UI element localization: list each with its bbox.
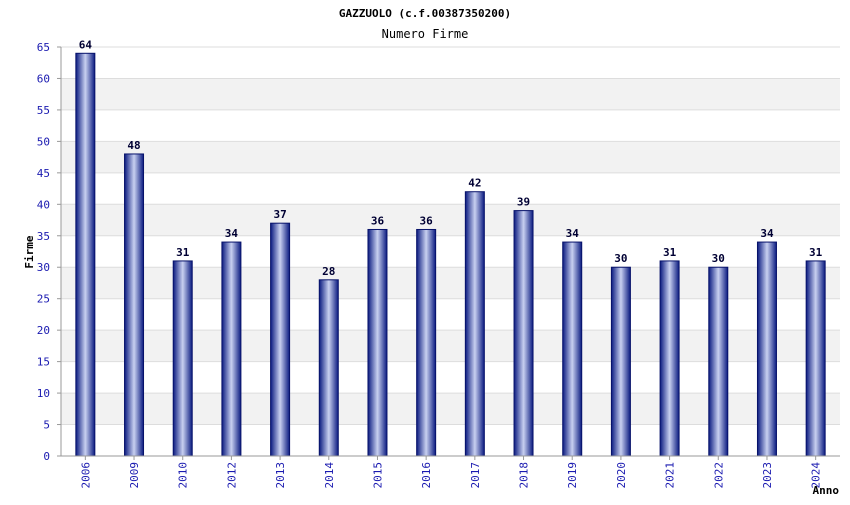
y-tick-label: 55: [37, 104, 50, 117]
data-label: 30: [614, 252, 627, 265]
bar: [708, 266, 729, 457]
x-tick-label: 2016: [420, 462, 433, 489]
data-label: 31: [663, 246, 677, 259]
data-label: 64: [79, 38, 93, 51]
y-tick-label: 15: [37, 356, 50, 369]
y-tick-label: 30: [37, 261, 50, 274]
x-tick-label: 2013: [274, 462, 287, 489]
data-label: 30: [712, 252, 725, 265]
data-label: 34: [760, 227, 774, 240]
x-tick-label: 2019: [566, 462, 579, 489]
bar: [75, 52, 96, 457]
data-label: 31: [176, 246, 190, 259]
x-tick-label: 2012: [225, 462, 238, 489]
data-label: 31: [809, 246, 823, 259]
x-tick-label: 2022: [712, 462, 725, 489]
y-tick-label: 5: [43, 419, 50, 432]
y-axis-title: Firme: [23, 235, 36, 268]
bar: [610, 266, 631, 457]
chart-title: GAZZUOLO (c.f.00387350200): [339, 7, 511, 20]
data-label: 36: [420, 214, 434, 227]
bar: [756, 241, 777, 457]
y-tick-label: 40: [37, 198, 50, 211]
data-label: 34: [566, 227, 580, 240]
bar: [124, 153, 145, 457]
y-tick-label: 10: [37, 387, 50, 400]
data-label: 48: [127, 139, 140, 152]
bars: 64 48 31 34 37 28 36 36 42 39 34 30 31 30 34 31: [75, 38, 826, 457]
bar: [172, 260, 193, 457]
y-tick-label: 20: [37, 324, 50, 337]
grid-band: [61, 78, 840, 110]
x-tick-label: 2023: [761, 462, 774, 489]
x-tick-label: 2006: [79, 462, 92, 489]
y-tick-label: 45: [37, 167, 50, 180]
bar: [805, 260, 826, 457]
bar: [416, 228, 437, 457]
x-axis-title: Anno: [813, 484, 840, 497]
y-tick-label: 60: [37, 72, 50, 85]
x-tick-label: 2020: [615, 462, 628, 489]
data-label: 39: [517, 196, 530, 209]
bar: [464, 191, 485, 457]
bar: [270, 222, 291, 457]
bar: [659, 260, 680, 457]
x-axis-ticks: 2006 2009 2010 2012 2013 2014 2015 2016 2017 2018…: [79, 456, 823, 489]
x-tick-label: 2018: [518, 462, 531, 489]
y-tick-label: 25: [37, 293, 50, 306]
bar: [562, 241, 583, 457]
x-tick-label: 2010: [177, 462, 190, 489]
data-label: 34: [225, 227, 239, 240]
bar: [221, 241, 242, 457]
chart-subtitle: Numero Firme: [382, 27, 469, 41]
axes: [60, 47, 840, 457]
data-label: 42: [468, 177, 481, 190]
y-tick-label: 35: [37, 230, 50, 243]
x-tick-label: 2014: [323, 462, 336, 489]
x-tick-label: 2024: [810, 462, 823, 489]
grid-band: [61, 141, 840, 173]
grid-band: [61, 204, 840, 236]
x-tick-label: 2021: [664, 462, 677, 489]
bar: [318, 279, 339, 457]
x-tick-label: 2009: [128, 462, 141, 489]
y-tick-label: 50: [37, 135, 50, 148]
data-label: 37: [273, 208, 286, 221]
data-label: 36: [371, 214, 385, 227]
bar: [513, 210, 534, 457]
data-label: 28: [322, 265, 335, 278]
x-tick-label: 2017: [469, 462, 482, 489]
y-axis-ticks: 0 5 10 15 20 25 30 35 40 45 50 55 60 65: [37, 41, 61, 463]
bar: [367, 228, 388, 457]
y-tick-label: 0: [43, 450, 50, 463]
y-tick-label: 65: [37, 41, 50, 54]
x-tick-label: 2015: [371, 462, 384, 489]
